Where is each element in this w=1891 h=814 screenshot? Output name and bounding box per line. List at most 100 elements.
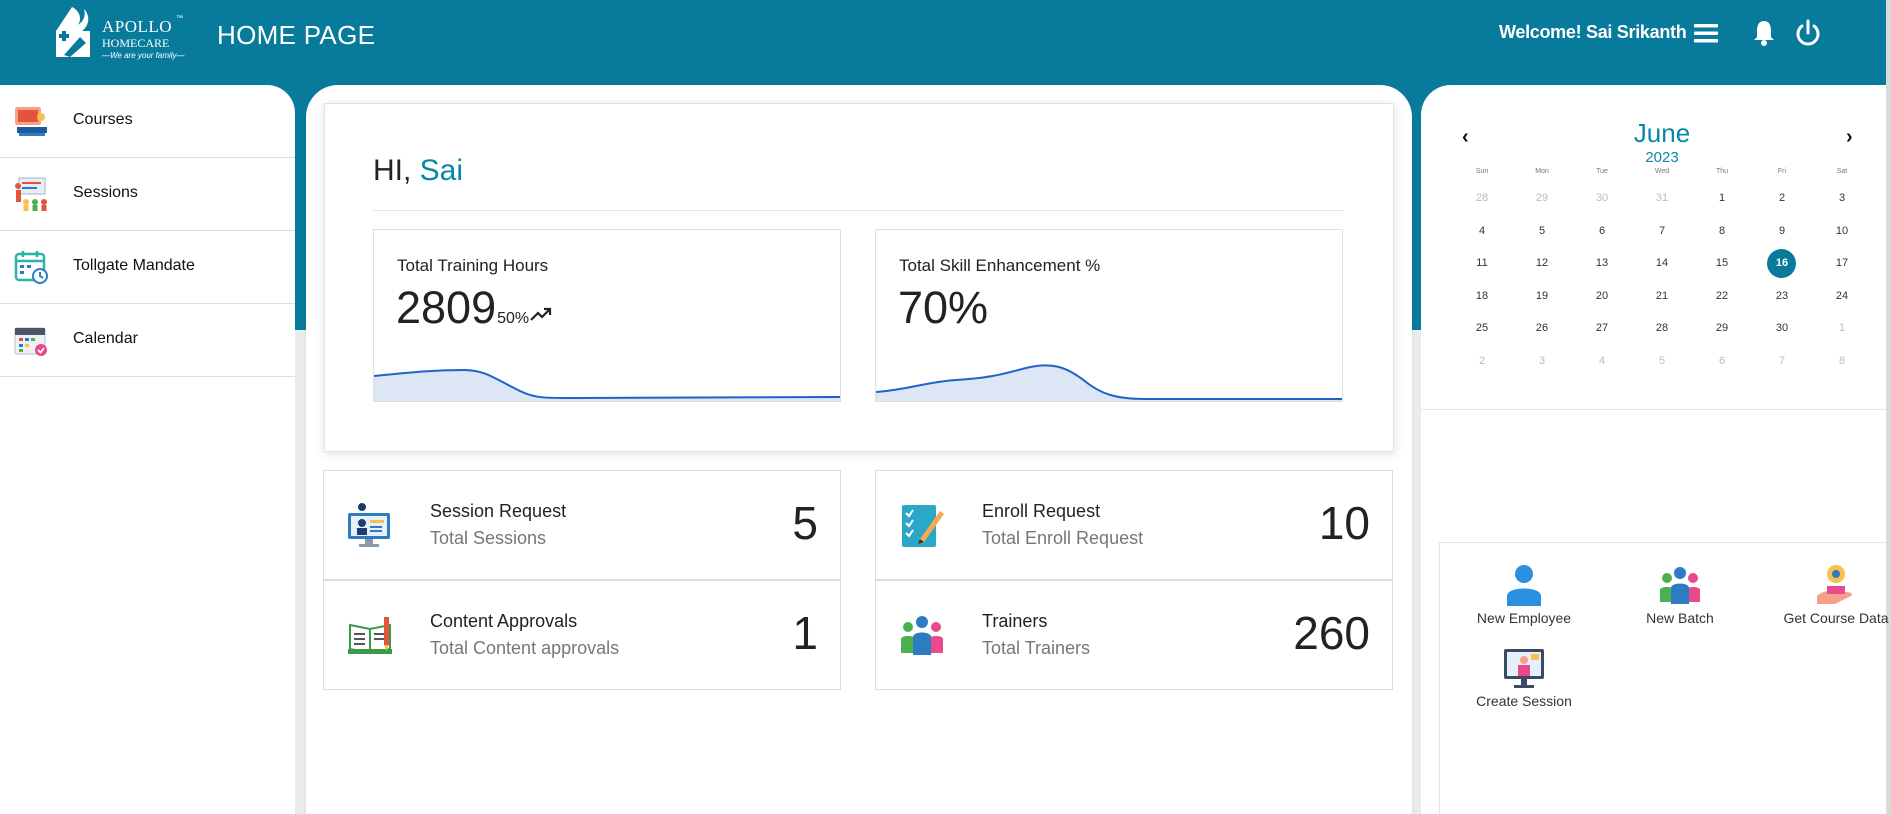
calendar-day[interactable]: 18 — [1452, 280, 1512, 313]
new-batch-button[interactable]: New Batch — [1625, 562, 1735, 626]
calendar-day[interactable]: 28 — [1452, 182, 1512, 215]
sidebar-item-courses[interactable]: Courses — [0, 85, 295, 158]
sparkline-chart — [374, 368, 840, 401]
stat-card-skill-enhancement: Total Skill Enhancement % 70% — [875, 229, 1343, 402]
calendar-day[interactable]: 27 — [1572, 312, 1632, 345]
calendar-day[interactable]: 22 — [1692, 280, 1752, 313]
scrollbar-track[interactable] — [1886, 0, 1891, 814]
calendar-day-selected[interactable]: 16 — [1752, 247, 1812, 280]
calendar-day[interactable]: 29 — [1512, 182, 1572, 215]
calendar-day[interactable]: 28 — [1632, 312, 1692, 345]
calendar-day[interactable]: 8 — [1692, 215, 1752, 248]
calendar-day[interactable]: 10 — [1812, 215, 1872, 248]
content-approvals-card[interactable]: Content Approvals Total Content approval… — [323, 580, 841, 690]
calendar-day[interactable]: 13 — [1572, 247, 1632, 280]
calendar-day[interactable]: 23 — [1752, 280, 1812, 313]
calendar-weekday: Tue — [1596, 168, 1608, 175]
calendar-day[interactable]: 29 — [1692, 312, 1752, 345]
calendar-day[interactable]: 5 — [1632, 345, 1692, 378]
calendar-day[interactable]: 3 — [1812, 182, 1872, 215]
calendar-weekdays: Sun Mon Tue Wed Thu Fri Sat — [1452, 168, 1847, 182]
calendar-day-label: 29 — [1715, 322, 1729, 334]
get-course-data-button[interactable]: Get Course Data — [1781, 562, 1891, 626]
calendar-day[interactable]: 30 — [1572, 182, 1632, 215]
calendar-day-label: 8 — [1838, 354, 1846, 367]
calendar-day[interactable]: 12 — [1512, 247, 1572, 280]
power-icon[interactable] — [1793, 18, 1823, 48]
calendar-day[interactable]: 6 — [1692, 345, 1752, 378]
logo-tagline: —We are your family— — [102, 51, 185, 60]
calendar-day[interactable]: 4 — [1452, 215, 1512, 248]
calendar-day[interactable]: 25 — [1452, 312, 1512, 345]
calendar-day[interactable]: 4 — [1572, 345, 1632, 378]
get-course-data-icon — [1817, 565, 1852, 604]
calendar-week: 2 3 4 5 6 7 8 — [1452, 345, 1845, 378]
card-subtitle: Total Content approvals — [430, 638, 620, 658]
calendar-prev-button[interactable]: ‹ — [1462, 126, 1469, 148]
calendar-next-button[interactable]: › — [1846, 126, 1853, 148]
session-request-card[interactable]: Session Request Total Sessions 5 — [323, 470, 841, 580]
calendar-day[interactable]: 9 — [1752, 215, 1812, 248]
calendar-day[interactable]: 21 — [1632, 280, 1692, 313]
trainers-card[interactable]: Trainers Total Trainers 260 — [875, 580, 1393, 690]
calendar-day[interactable]: 15 — [1692, 247, 1752, 280]
calendar-day[interactable]: 3 — [1512, 345, 1572, 378]
calendar-day-label: 12 — [1535, 257, 1549, 269]
calendar-day[interactable]: 2 — [1752, 182, 1812, 215]
calendar-day-label: 14 — [1655, 257, 1669, 269]
card-title: Content Approvals — [430, 611, 578, 631]
new-employee-button[interactable]: New Employee — [1469, 562, 1579, 626]
calendar-day[interactable]: 30 — [1752, 312, 1812, 345]
calendar-day[interactable]: 1 — [1812, 312, 1872, 345]
calendar-day[interactable]: 31 — [1632, 182, 1692, 215]
calendar-day[interactable]: 7 — [1752, 345, 1812, 378]
menu-icon[interactable] — [1691, 18, 1721, 48]
card-count: 260 — [1293, 607, 1370, 659]
greeting: HI, Sai — [373, 154, 463, 188]
calendar-day[interactable]: 24 — [1812, 280, 1872, 313]
calendar-day-label: 8 — [1718, 224, 1726, 237]
calendar-week: 4 5 6 7 8 9 10 — [1452, 215, 1848, 248]
calendar-day-label: 7 — [1658, 224, 1666, 237]
calendar-week: 28 29 30 31 1 2 3 — [1452, 182, 1845, 215]
apollo-homecare-logo[interactable]: APOLLO ™ HOMECARE —We are your family— — [50, 5, 190, 65]
sidebar-item-sessions[interactable]: Sessions — [0, 158, 295, 231]
calendar-year[interactable]: 2023 — [1645, 149, 1679, 166]
sidebar-item-calendar[interactable]: Calendar — [0, 304, 295, 377]
calendar-day-label: 15 — [1715, 257, 1729, 269]
calendar-day-label: 30 — [1595, 192, 1609, 204]
calendar-day-label: 10 — [1835, 224, 1849, 237]
sidebar-item-label: Calendar — [73, 330, 138, 347]
calendar-day[interactable]: 19 — [1512, 280, 1572, 313]
calendar-day[interactable]: 17 — [1812, 247, 1872, 280]
calendar-day-label: 5 — [1538, 224, 1546, 237]
action-label: Create Session — [1476, 693, 1572, 709]
create-session-button[interactable]: Create Session — [1469, 645, 1579, 709]
calendar-day-label: 6 — [1598, 224, 1606, 237]
logo-name: APOLLO — [102, 17, 173, 36]
calendar-day[interactable]: 8 — [1812, 345, 1872, 378]
calendar-day[interactable]: 5 — [1512, 215, 1572, 248]
calendar-day[interactable]: 11 — [1452, 247, 1512, 280]
calendar-day-label: 19 — [1535, 289, 1549, 302]
enroll-request-card[interactable]: Enroll Request Total Enroll Request 10 — [875, 470, 1393, 580]
calendar-day[interactable]: 6 — [1572, 215, 1632, 248]
card-title: Trainers — [982, 611, 1048, 631]
calendar-week: 18 19 20 21 22 23 24 — [1452, 280, 1848, 313]
calendar-day[interactable]: 2 — [1452, 345, 1512, 378]
calendar-day-label: 22 — [1715, 289, 1729, 302]
calendar-day[interactable]: 14 — [1632, 247, 1692, 280]
calendar-day[interactable]: 1 — [1692, 182, 1752, 215]
calendar-day-label: 31 — [1655, 192, 1669, 204]
calendar-month[interactable]: June — [1633, 118, 1691, 148]
new-employee-icon — [1507, 565, 1541, 606]
card-title: Session Request — [430, 501, 567, 521]
bell-icon[interactable] — [1749, 18, 1779, 48]
welcome-user-text: Welcome! Sai Srikanth — [1499, 22, 1687, 42]
calendar-day[interactable]: 20 — [1572, 280, 1632, 313]
calendar-day[interactable]: 26 — [1512, 312, 1572, 345]
calendar-weekday: Wed — [1654, 168, 1670, 175]
calendar-day[interactable]: 7 — [1632, 215, 1692, 248]
sidebar-item-tollgate-mandate[interactable]: Tollgate Mandate — [0, 231, 295, 304]
calendar-day-label: 3 — [1538, 354, 1546, 367]
